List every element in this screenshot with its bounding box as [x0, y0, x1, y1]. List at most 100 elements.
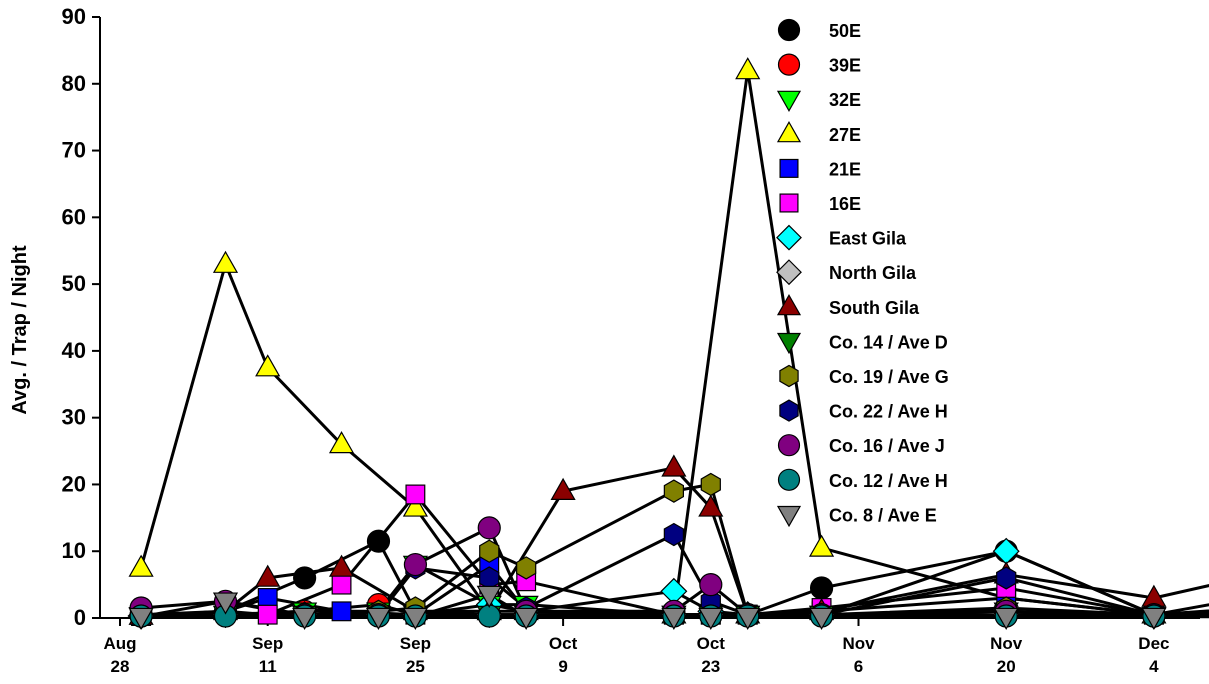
data-point [405, 484, 426, 505]
legend-label: 16E [829, 194, 861, 214]
data-point [996, 566, 1017, 590]
x-tick-label-day: 6 [854, 657, 863, 676]
legend-label: 27E [829, 125, 861, 145]
legend-label: Co. 16 / Ave J [829, 436, 945, 456]
data-point [128, 607, 154, 630]
legend-label: Co. 19 / Ave G [829, 367, 949, 387]
data-point [808, 534, 835, 557]
legend-label: 50E [829, 21, 861, 41]
legend-label: Co. 12 / Ave H [829, 471, 948, 491]
legend-marker [779, 364, 799, 388]
x-tick-label-month: Oct [697, 634, 726, 653]
data-point [513, 607, 539, 630]
x-tick-label-month: Sep [400, 634, 431, 653]
x-tick-label-day: 9 [558, 657, 567, 676]
x-tick-label-month: Sep [252, 634, 283, 653]
legend-marker [779, 158, 799, 178]
data-point [328, 431, 355, 454]
data-point [212, 592, 239, 615]
data-point [735, 607, 761, 630]
data-point [328, 554, 355, 577]
series-line [141, 493, 1209, 618]
data-point [661, 454, 687, 477]
data-point [331, 601, 352, 622]
legend-marker [776, 121, 802, 143]
x-tick-label-day: 28 [111, 657, 130, 676]
data-point [255, 354, 281, 377]
y-ticks: 0 10 20 30 40 50 60 70 80 90 [62, 4, 100, 630]
y-tick-label: 20 [62, 471, 86, 496]
legend-marker [776, 505, 802, 528]
data-point [516, 556, 537, 580]
series-line [141, 539, 1209, 617]
x-tick-label-day: 11 [259, 657, 277, 676]
data-point [663, 479, 685, 503]
x-tick-label-month: Nov [842, 634, 875, 653]
data-point [663, 522, 685, 547]
legend-label: 21E [829, 159, 861, 179]
series-line [141, 466, 1209, 618]
data-point [992, 537, 1020, 565]
legend-label: South Gila [829, 298, 920, 318]
legend-label: North Gila [829, 263, 917, 283]
legend-marker [776, 224, 802, 251]
axes [99, 17, 1200, 619]
legend-marker [779, 193, 799, 213]
data-point [1141, 607, 1167, 630]
data-point [700, 472, 721, 497]
y-tick-label: 80 [62, 71, 86, 96]
legend-marker [777, 18, 801, 42]
data-point [403, 552, 427, 577]
data-point [479, 566, 500, 590]
legend-marker [777, 434, 801, 457]
data-point [699, 573, 723, 597]
legend-marker [777, 53, 801, 76]
x-tick-label-month: Oct [549, 634, 578, 653]
data-point [661, 607, 687, 630]
y-tick-label: 70 [62, 138, 86, 163]
legend-marker [777, 468, 801, 491]
y-tick-label: 10 [62, 538, 86, 563]
legend-label: East Gila [829, 229, 907, 249]
data-point [402, 494, 428, 517]
legend-marker [776, 90, 802, 112]
x-tick-label-day: 25 [406, 657, 425, 676]
data-point [735, 57, 761, 80]
x-tick-label-month: Nov [990, 634, 1023, 653]
x-tick-label-month: Aug [103, 634, 136, 653]
x-tick-label-day: 4 [1149, 657, 1159, 676]
legend-marker [779, 399, 799, 422]
y-tick-label: 30 [62, 405, 86, 430]
x-tick-label-day: 23 [701, 657, 720, 676]
data-point [809, 576, 834, 600]
data-point [257, 604, 278, 625]
y-tick-label: 50 [62, 271, 86, 296]
y-tick-label: 0 [74, 605, 86, 630]
data-point [366, 529, 391, 553]
legend-marker [776, 259, 802, 286]
legend-label: 32E [829, 90, 861, 110]
data-point [550, 477, 576, 500]
x-tick-label-month: Dec [1138, 634, 1169, 653]
data-point [128, 554, 154, 577]
data-point [293, 566, 317, 590]
legend-marker [776, 294, 802, 316]
data-point [257, 588, 278, 608]
data-point [477, 516, 501, 540]
legend-label: 39E [829, 56, 861, 76]
legend-marker [776, 332, 802, 355]
x-ticks: Aug28Sep11Sep25Oct9Oct23Nov6Nov20Dec4Dec… [103, 618, 1169, 676]
series-markers [127, 57, 1168, 630]
legend-label: Co. 8 / Ave E [829, 505, 937, 525]
data-point [698, 607, 724, 630]
data-point [993, 607, 1019, 630]
data-point [808, 607, 835, 630]
data-point [402, 607, 428, 630]
legend: 50E 39E 32E 27E 21E 16E East Gila North Gila Sou… [776, 18, 949, 528]
legend-label: Co. 22 / Ave H [829, 402, 948, 422]
data-point [212, 250, 239, 273]
data-point [292, 607, 318, 630]
data-point [698, 494, 724, 517]
legend-label: Co. 14 / Ave D [829, 332, 948, 352]
